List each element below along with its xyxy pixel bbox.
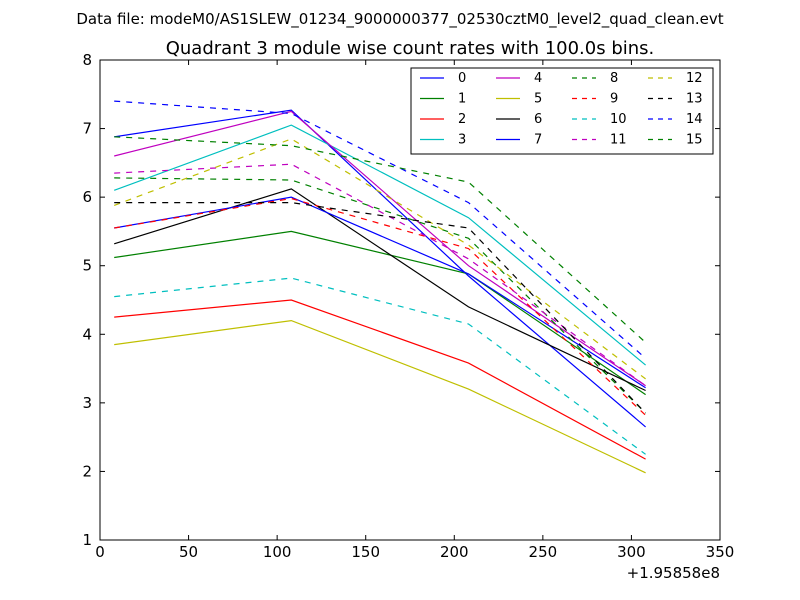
- x-tick-label: 200: [440, 543, 469, 561]
- y-tick-label: 2: [82, 462, 92, 480]
- chart-title: Quadrant 3 module wise count rates with …: [166, 38, 655, 59]
- series-line-13: [114, 202, 647, 414]
- figure-suptitle: Data file: modeM0/AS1SLEW_01234_90000003…: [76, 10, 724, 28]
- series-line-8: [114, 177, 647, 414]
- series-line-12: [113, 138, 646, 380]
- series-line-3: [113, 124, 646, 366]
- y-tick-label: 3: [82, 394, 92, 412]
- series-line-10: [114, 277, 646, 455]
- legend-label-5: 5: [534, 92, 542, 107]
- series-line-2: [114, 299, 646, 460]
- legend-label-12: 12: [686, 71, 703, 86]
- legend-label-10: 10: [610, 112, 627, 127]
- x-tick-label: 0: [95, 543, 105, 561]
- legend-label-14: 14: [686, 112, 703, 127]
- y-tick-label: 4: [82, 325, 92, 343]
- x-tick-label: 150: [351, 543, 380, 561]
- y-tick-label: 1: [82, 531, 92, 549]
- legend-label-3: 3: [458, 133, 466, 148]
- y-tick-label: 8: [82, 51, 92, 69]
- series-line-11: [114, 163, 646, 387]
- y-tick-label: 5: [82, 257, 92, 275]
- legend-box: [410, 67, 714, 155]
- x-tick-label: 50: [179, 543, 198, 561]
- series-line-15: [114, 136, 647, 343]
- series-line-5: [114, 319, 646, 474]
- legend-label-2: 2: [458, 112, 466, 127]
- y-tick-label: 6: [82, 188, 92, 206]
- series-line-7: [114, 196, 646, 389]
- series-line-9: [114, 197, 647, 416]
- x-tick-label: 250: [529, 543, 558, 561]
- series-line-4: [114, 110, 646, 387]
- legend-label-15: 15: [686, 133, 703, 148]
- series-line-14: [114, 100, 646, 359]
- series-line-0: [114, 109, 646, 428]
- legend-label-13: 13: [686, 92, 703, 107]
- x-tick-label: 350: [706, 543, 735, 561]
- legend-label-4: 4: [534, 71, 542, 86]
- legend-label-1: 1: [458, 92, 466, 107]
- legend-label-0: 0: [458, 71, 466, 86]
- x-offset-label: +1.95858e8: [627, 564, 720, 582]
- series-line-1: [114, 230, 646, 396]
- plot-frame: [99, 59, 721, 541]
- legend-label-6: 6: [534, 112, 542, 127]
- x-tick-label: 100: [263, 543, 292, 561]
- legend-label-9: 9: [610, 92, 618, 107]
- y-tick-label: 7: [82, 120, 92, 138]
- series-layer: [113, 100, 647, 474]
- x-tick-label: 300: [617, 543, 646, 561]
- series-line-6: [114, 188, 646, 392]
- legend-label-7: 7: [534, 133, 542, 148]
- legend-label-11: 11: [610, 133, 627, 148]
- legend-label-8: 8: [610, 71, 618, 86]
